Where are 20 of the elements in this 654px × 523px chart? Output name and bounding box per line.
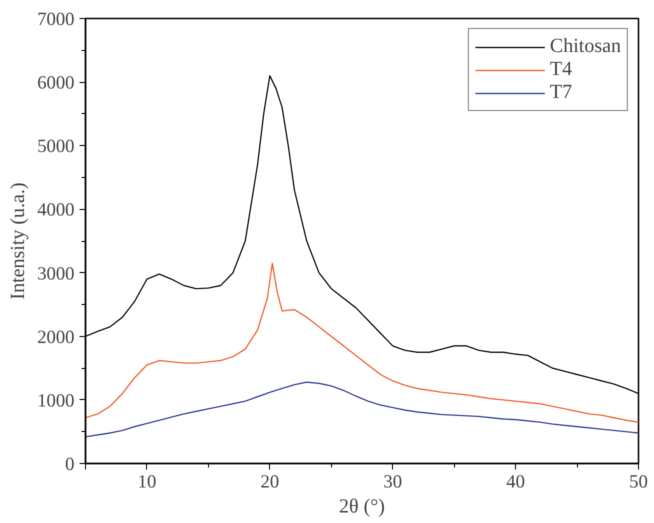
y-tick-label: 1000 bbox=[37, 390, 74, 412]
legend-label: Chitosan bbox=[550, 35, 621, 58]
x-tick-label: 20 bbox=[260, 472, 280, 492]
x-tick-label: 30 bbox=[383, 472, 402, 492]
legend-label: T7 bbox=[550, 81, 572, 104]
x-axis-title: 2θ (°) bbox=[339, 496, 385, 518]
x-tick-label: 10 bbox=[138, 472, 156, 492]
legend-label: T4 bbox=[550, 58, 572, 81]
y-tick-label: 3000 bbox=[37, 263, 74, 284]
y-axis-title: Intensity (u.a.) bbox=[7, 182, 30, 300]
x-tick-label: 40 bbox=[506, 472, 525, 492]
line-series bbox=[86, 382, 638, 438]
y-tick-label: 5000 bbox=[37, 136, 74, 158]
line-series bbox=[86, 262, 638, 423]
y-tick-label: 6000 bbox=[37, 72, 74, 94]
y-tick-label: 0 bbox=[65, 454, 74, 475]
y-tick-label: 7000 bbox=[37, 9, 74, 30]
y-tick-label: 4000 bbox=[37, 200, 74, 221]
y-tick-label: 2000 bbox=[37, 326, 74, 348]
x-tick-label: 50 bbox=[629, 472, 648, 492]
